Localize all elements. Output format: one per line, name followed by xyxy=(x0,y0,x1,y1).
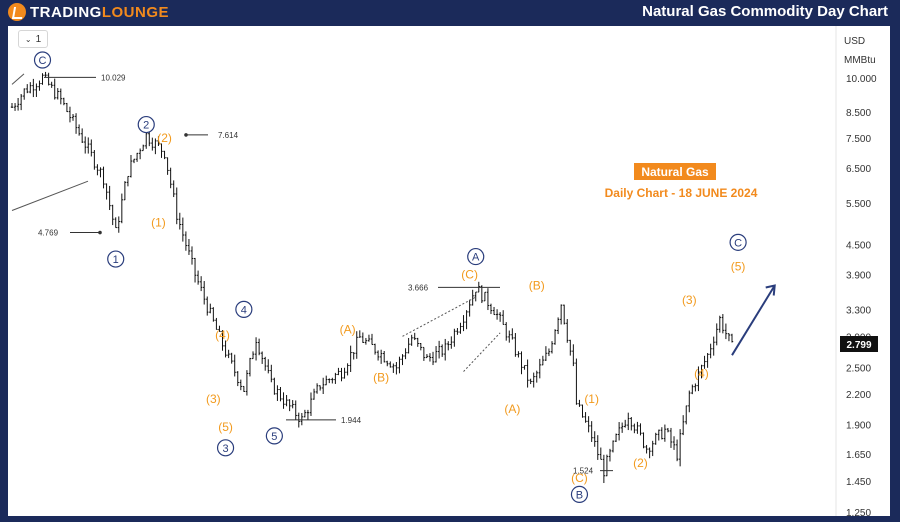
annotation-name: Natural Gas xyxy=(641,165,709,179)
chevron-down-icon: ⌄ xyxy=(24,34,32,44)
price-marker-dot xyxy=(184,133,188,137)
header-bar: TRADINGLOUNGE Natural Gas Commodity Day … xyxy=(0,0,900,24)
wave-label-circle xyxy=(137,115,155,134)
y-axis-unit-usd[interactable]: USD xyxy=(844,36,865,47)
y-tick-label: 3.900 xyxy=(846,271,871,282)
annotation-name-bg xyxy=(634,163,716,180)
wave-label-circle xyxy=(729,233,747,251)
price-marker-lines: 10.029 7.614 4.769 3.666 1.944 1.524 xyxy=(38,73,613,476)
channel-line xyxy=(402,296,476,337)
price-marker-dot xyxy=(98,230,102,235)
chart-panel[interactable]: ⌄ 1 10.029 7.614 4.769 3.666 1.944 1.524 C 2 (2… xyxy=(8,26,890,519)
wave-label: (5) xyxy=(731,260,746,274)
y-tick-label: 1.450 xyxy=(846,477,871,488)
wave-label-circle xyxy=(235,300,253,318)
last-price-tag: 2.799 xyxy=(840,336,878,352)
wave-label: (4) xyxy=(215,328,230,342)
annotation-subtitle: Daily Chart - 18 JUNE 2024 xyxy=(605,186,758,200)
y-tick-label: 1.250 xyxy=(846,508,871,516)
wave-label: (1) xyxy=(151,216,166,230)
channel-line xyxy=(463,332,501,372)
wave-label-circle xyxy=(33,51,52,69)
y-tick-label: 1.650 xyxy=(846,450,871,461)
wave-label: (3) xyxy=(682,293,697,307)
y-tick-label: 3.300 xyxy=(846,305,871,316)
wave-label: (4) xyxy=(694,366,709,380)
wave-label: 1 xyxy=(113,254,119,266)
wave-label-circle xyxy=(107,250,125,268)
trend-line xyxy=(11,73,25,85)
wave-label-circle xyxy=(216,439,235,457)
wave-label: (1) xyxy=(584,392,599,406)
logo-chart-icon xyxy=(8,3,26,21)
price-marker-label: 7.614 xyxy=(218,131,239,140)
y-tick-label: 2.200 xyxy=(846,390,871,401)
wave-label-circle xyxy=(265,427,283,445)
annotation-box: Natural Gas Daily Chart - 18 JUNE 2024 xyxy=(605,163,758,200)
wave-label: 2 xyxy=(143,120,149,132)
y-axis-unit-mmbtu[interactable]: MMBtu xyxy=(844,55,876,66)
last-price: 2.799 xyxy=(846,340,871,351)
wave-label: (A) xyxy=(340,322,356,336)
wave-label: A xyxy=(472,252,480,264)
y-tick-label: 5.500 xyxy=(846,199,871,210)
wave-label: (3) xyxy=(206,392,221,406)
y-tick-label: 6.500 xyxy=(846,164,871,175)
wave-label-circle xyxy=(570,485,589,503)
wave-label: 3 xyxy=(222,443,228,455)
price-chart[interactable]: 10.029 7.614 4.769 3.666 1.944 1.524 C 2 (2) 1 (1… xyxy=(8,26,890,519)
logo-wordmark: TRADINGLOUNGE xyxy=(30,4,169,21)
wave-label: 5 xyxy=(271,431,277,443)
trend-line xyxy=(11,180,89,211)
price-marker-label: 1.524 xyxy=(573,467,594,476)
candlestick-series xyxy=(10,71,776,484)
wave-label: (B) xyxy=(529,279,545,293)
y-axis: 10.000 8.500 7.500 6.500 5.500 4.500 3.900 3.30… xyxy=(846,74,877,519)
wave-label: (2) xyxy=(633,456,648,470)
wave-label: (5) xyxy=(218,420,233,434)
logo-text-trading: TRADING xyxy=(30,3,102,21)
price-marker-label: 1.944 xyxy=(341,416,362,425)
wave-label: C xyxy=(734,237,742,249)
wave-label: (B) xyxy=(373,371,389,385)
y-tick-label: 2.500 xyxy=(846,363,871,374)
wave-label: 4 xyxy=(241,304,247,316)
wave-label: B xyxy=(576,489,583,501)
projection-arrow xyxy=(731,284,776,356)
wave-label: (2) xyxy=(157,131,172,145)
y-tick-label: 1.900 xyxy=(846,421,871,432)
y-tick-label: 8.500 xyxy=(846,108,871,119)
interval-label: 1 xyxy=(35,33,42,45)
wave-label: (C) xyxy=(571,471,588,485)
price-marker-label: 10.029 xyxy=(101,73,126,82)
interval-selector[interactable]: ⌄ 1 xyxy=(18,30,48,48)
y-tick-label: 10.000 xyxy=(846,74,877,85)
wave-label: (C) xyxy=(461,268,478,282)
price-marker-label: 3.666 xyxy=(408,283,429,292)
logo-text-lounge: LOUNGE xyxy=(101,3,169,21)
projection-arrowhead xyxy=(765,284,776,296)
chart-title: Natural Gas Commodity Day Chart xyxy=(642,3,888,20)
wave-label: C xyxy=(39,55,47,67)
wave-label-circle xyxy=(467,247,485,266)
wave-label: (A) xyxy=(504,402,520,416)
wave-labels: C 2 (2) 1 (1) 4 (4) (3) (5) 3 5 (A) (B) A (C) (B) (A) (1)… xyxy=(33,51,747,503)
y-tick-label: 7.500 xyxy=(846,134,871,145)
last-price-tag-bg xyxy=(840,336,878,352)
tradinglounge-logo[interactable]: TRADINGLOUNGE xyxy=(8,2,169,22)
y-tick-label: 4.500 xyxy=(846,241,871,252)
price-marker-label: 4.769 xyxy=(38,229,59,238)
